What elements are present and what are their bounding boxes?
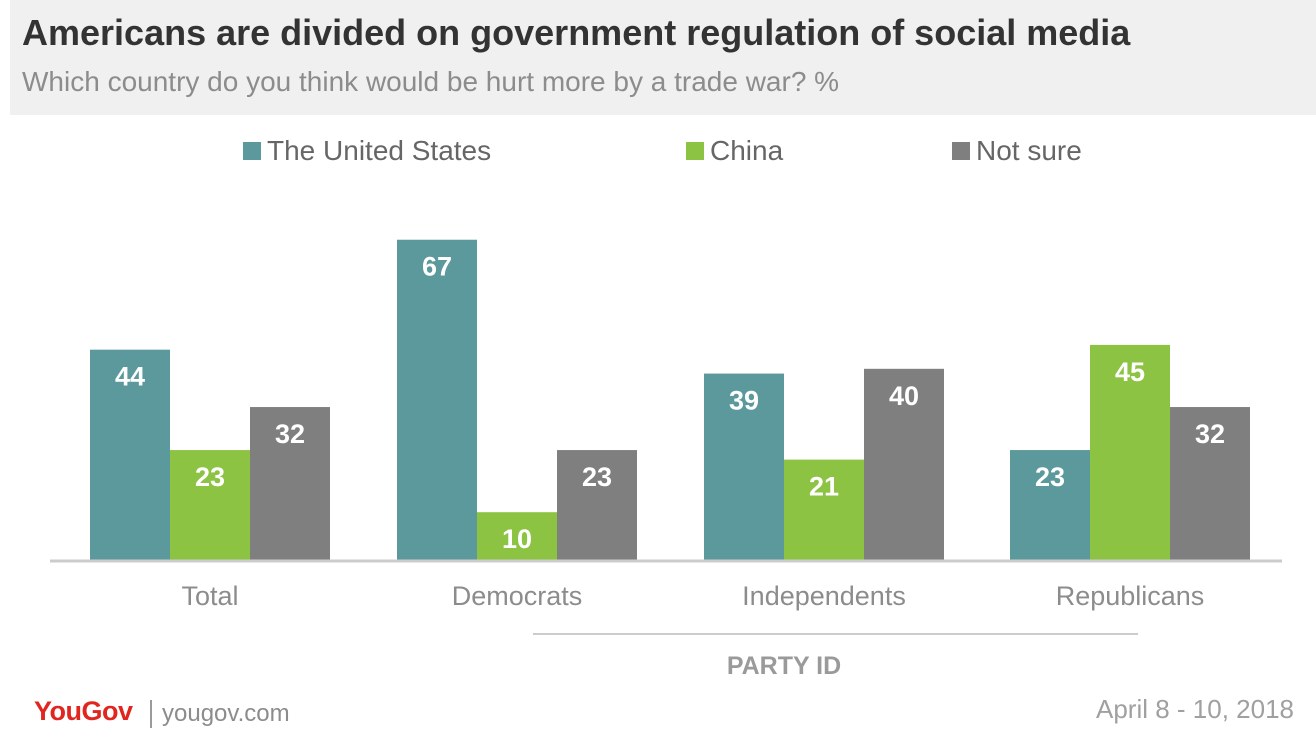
header-band — [10, 0, 1316, 115]
data-label-independents-not-sure: 40 — [889, 381, 919, 411]
legend-swatch-us — [243, 142, 261, 160]
bar-total-not-sure — [250, 407, 330, 560]
legend-swatch-china — [686, 142, 704, 160]
legend-item-not-sure: Not sure — [952, 134, 1082, 168]
bar-total-the-united-states — [90, 349, 170, 560]
yougov-logo: YouGov — [34, 696, 133, 726]
category-label-republicans: Republicans — [1056, 581, 1205, 611]
bar-democrats-the-united-states — [397, 239, 477, 561]
bar-independents-the-united-states — [704, 373, 784, 560]
legend-label-china: China — [710, 135, 784, 166]
party-id-label: PARTY ID — [727, 652, 841, 680]
data-label-democrats-china: 10 — [502, 524, 532, 554]
footer-date: April 8 - 10, 2018 — [1095, 694, 1294, 724]
chart-subtitle: Which country do you think would be hurt… — [22, 66, 840, 97]
data-label-democrats-not-sure: 23 — [582, 462, 612, 492]
bar-republicans-the-united-states — [1010, 450, 1090, 560]
category-label-democrats: Democrats — [452, 581, 583, 611]
bar-democrats-not-sure — [557, 450, 637, 560]
chart-title: Americans are divided on government regu… — [22, 12, 1131, 53]
data-label-republicans-the-united-states: 23 — [1035, 462, 1065, 492]
bar-republicans-not-sure — [1170, 407, 1250, 560]
bar-independents-not-sure — [864, 368, 944, 560]
footer-divider — [150, 700, 152, 728]
category-label-total: Total — [181, 581, 238, 611]
data-label-total-not-sure: 32 — [275, 419, 305, 449]
data-label-democrats-the-united-states: 67 — [422, 252, 452, 282]
legend-label-not-sure: Not sure — [976, 135, 1082, 166]
data-label-independents-the-united-states: 39 — [729, 386, 759, 416]
legend-label-us: The United States — [267, 135, 492, 166]
legend-swatch-not-sure — [952, 142, 970, 160]
data-label-total-the-united-states: 44 — [115, 362, 145, 392]
data-label-republicans-china: 45 — [1115, 357, 1145, 387]
data-label-republicans-not-sure: 32 — [1195, 419, 1225, 449]
bar-total-china — [170, 450, 250, 560]
category-label-independents: Independents — [742, 581, 906, 611]
data-label-total-china: 23 — [195, 462, 225, 492]
footer-url[interactable]: yougov.com — [162, 700, 290, 727]
legend-item-us: The United States — [243, 134, 491, 168]
bar-democrats-china — [477, 512, 557, 560]
bar-independents-china — [784, 459, 864, 560]
legend-item-china: China — [686, 134, 783, 168]
data-label-independents-china: 21 — [809, 472, 839, 502]
bar-republicans-china — [1090, 344, 1170, 560]
